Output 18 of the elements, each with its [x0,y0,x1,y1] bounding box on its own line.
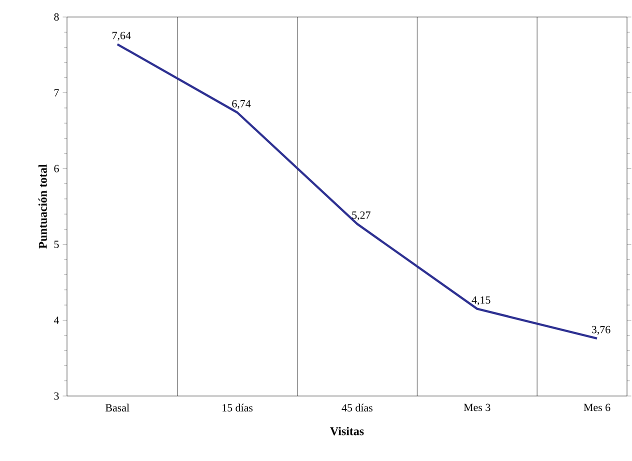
y-tick-label: 8 [54,13,59,21]
x-tick-label: 15 días [222,404,253,412]
data-label: 5,27 [352,211,370,220]
y-tick-label: 4 [54,316,60,324]
y-tick-label: 3 [54,392,59,400]
y-tick-label: 6 [54,164,59,172]
y-axis-title: Puntuación total [38,164,47,249]
x-axis-title: Visitas [330,426,364,436]
x-tick-label: Basal [106,404,130,412]
y-tick-label: 5 [54,240,59,248]
y-tick-label: 7 [54,89,59,96]
x-tick-label: 45 días [342,404,372,412]
data-label: 7,64 [112,32,131,41]
data-label: 3,76 [592,326,610,335]
x-tick-label: Mes 6 [584,404,610,412]
data-label: 6,74 [232,100,251,109]
data-label: 4,15 [472,296,490,306]
x-tick-label: Mes 3 [464,404,490,412]
